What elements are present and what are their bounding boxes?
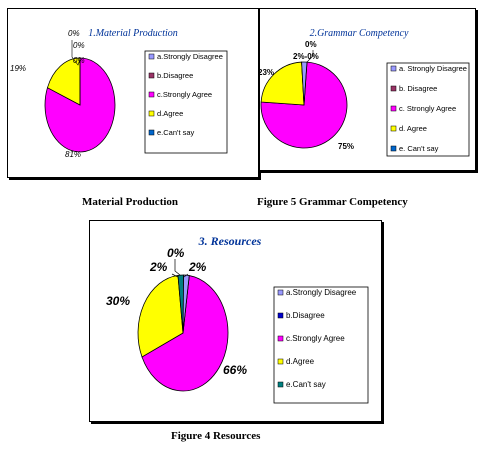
pie-slice-d-agree — [46, 57, 81, 106]
legend-swatch — [390, 85, 397, 92]
chart-legend — [144, 50, 228, 154]
legend-label: d.Agree — [157, 109, 183, 118]
caption-grammar-competency: Figure 5 Grammar Competency — [257, 196, 408, 208]
data-label: 0% — [167, 246, 185, 260]
data-label: 2% — [188, 260, 207, 274]
legend-label: e.Can't say — [286, 380, 326, 389]
pie-slice-d-agree — [137, 274, 184, 358]
pie-slice-b-disagree — [303, 62, 308, 106]
legend-label: e.Can't say — [157, 128, 195, 137]
legend-label: a.Strongly Disagree — [157, 52, 223, 61]
resources-chart: 3. Resources 0% 2% 2% 30% 66% a.Strongly Disag… — [89, 220, 382, 422]
material-production-chart: 1.Material Production 0% 0% 0% 19% 81% a.Stron… — [7, 8, 259, 178]
legend-swatch — [148, 129, 155, 136]
grammar-competency-chart: 2.Grammar Competency 0% 2%-0% 23% 75% a. Stro… — [259, 8, 476, 171]
legend-swatch — [148, 53, 155, 60]
legend-label: c.Strongly Agree — [157, 90, 212, 99]
legend-swatch — [277, 335, 284, 342]
legend-swatch — [277, 289, 284, 296]
legend-label: d. Agree — [399, 124, 427, 133]
legend-label: b.Disagree — [286, 311, 325, 320]
leader-line — [71, 40, 81, 66]
data-label: 75% — [338, 142, 354, 151]
data-label: 81% — [65, 150, 81, 159]
legend-label: a. Strongly Disagree — [399, 64, 467, 73]
resources-pie-svg: 3. Resources 0%2% 2% 30% 66% a.Strongly Disag… — [106, 234, 369, 404]
legend-label: d.Agree — [286, 357, 315, 366]
pie-slice-a-strongly-disagree — [301, 61, 308, 106]
legend-label: e. Can't say — [399, 144, 439, 153]
legend-swatch — [148, 110, 155, 117]
legend-swatch — [148, 91, 155, 98]
legend-swatch — [277, 381, 284, 388]
data-label: 0% — [73, 56, 85, 65]
legend-swatch — [277, 358, 284, 365]
chart-legend — [273, 286, 369, 404]
data-label: 19% — [10, 64, 26, 73]
chart-title: 1.Material Production — [88, 28, 178, 39]
material-production-pie-svg: 1.Material Production0%0%0%19%81%a.Stron… — [10, 28, 228, 159]
legend-label: a.Strongly Disagree — [286, 288, 357, 297]
chart-legend — [386, 62, 470, 157]
leader-line — [174, 259, 181, 276]
legend-swatch — [148, 72, 155, 79]
data-label: 23% — [260, 68, 274, 77]
data-label: 0% — [305, 40, 317, 49]
data-label: 66% — [223, 363, 247, 377]
chart-title: 3. Resources — [198, 234, 262, 248]
legend-label: b. Disagree — [399, 84, 437, 93]
chart-title: 2.Grammar Competency — [310, 28, 409, 39]
pie-slice-b-disagree — [182, 275, 190, 334]
legend-label: c.Strongly Agree — [286, 334, 345, 343]
data-label: 0% — [68, 29, 80, 38]
pie-slice-d-agree — [260, 61, 305, 106]
data-label: 2% — [149, 260, 168, 274]
leader-line — [171, 273, 179, 278]
legend-swatch — [390, 105, 397, 112]
leader-line — [183, 273, 189, 278]
caption-resources: Figure 4 Resources — [171, 430, 261, 442]
legend-swatch — [277, 312, 284, 319]
pie-slice-c-strongly-agree — [141, 275, 229, 392]
caption-material-production: Material Production — [82, 196, 179, 208]
legend-label: c. Strongly Agree — [399, 104, 456, 113]
legend-swatch — [390, 125, 397, 132]
leader-line — [306, 50, 314, 63]
data-label: 30% — [106, 294, 130, 308]
data-label: 2%-0% — [293, 52, 319, 61]
data-label: 0% — [73, 41, 85, 50]
legend-swatch — [390, 65, 397, 72]
legend-label: b.Disagree — [157, 71, 193, 80]
legend-swatch — [390, 145, 397, 152]
